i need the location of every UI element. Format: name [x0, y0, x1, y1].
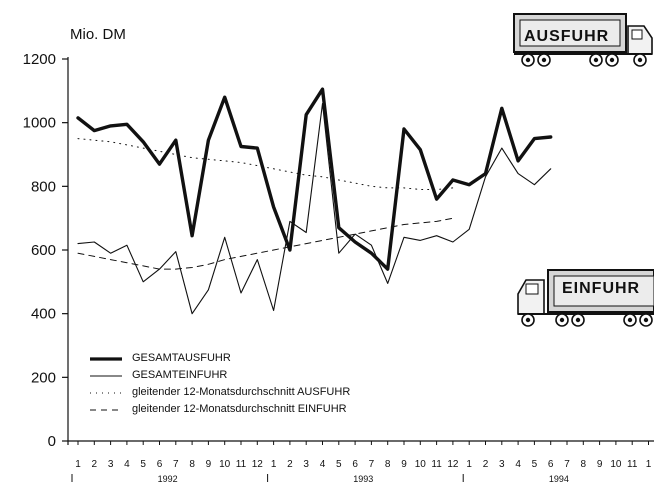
- year-label: 1993: [353, 474, 373, 482]
- import-badge-label: EINFUHR: [562, 280, 641, 297]
- legend-swatch-thin: [90, 374, 122, 377]
- x-tick-label: 3: [499, 459, 505, 470]
- x-tick-label: 12: [447, 459, 459, 470]
- export-truck-icon: [513, 13, 653, 67]
- legend-item-ausfuhr: GESAMTAUSFUHR: [88, 350, 350, 367]
- x-tick-label: 8: [189, 459, 195, 470]
- x-tick-label: 7: [173, 459, 179, 470]
- legend-swatch-dotted: [90, 392, 122, 393]
- x-tick-label: 1: [466, 459, 472, 470]
- x-tick-label: 2: [287, 459, 293, 470]
- x-tick-label: 8: [385, 459, 391, 470]
- legend-swatch-dashed: [90, 409, 122, 410]
- x-tick-label: 4: [515, 459, 521, 470]
- series-line-2: [77, 103, 552, 315]
- x-tick-label: 9: [206, 459, 212, 470]
- legend-item-avg-ausfuhr: gleitender 12-Monatsdurchschnitt AUSFUHR: [88, 384, 350, 401]
- x-tick-label: 7: [369, 459, 375, 470]
- x-tick-label: 10: [415, 459, 427, 470]
- year-label: 1992: [158, 474, 178, 482]
- x-tick-label: 5: [336, 459, 342, 470]
- x-tick-label: 1: [75, 459, 81, 470]
- x-tick-label: 4: [124, 459, 130, 470]
- x-tick-label: 6: [548, 459, 554, 470]
- x-tick-label: 7: [564, 459, 570, 470]
- x-tick-label: 3: [108, 459, 114, 470]
- x-tick-label: 2: [92, 459, 98, 470]
- x-tick-label: 11: [627, 459, 638, 470]
- year-label: 1994: [549, 474, 569, 482]
- legend-item-einfuhr: GESAMTEINFUHR: [88, 367, 350, 384]
- y-tick-label: 1200: [23, 51, 56, 68]
- y-tick-label: 1000: [23, 115, 56, 132]
- legend-label: gleitender 12-Monatsdurchschnitt AUSFUHR: [132, 386, 351, 398]
- x-tick-label: 11: [431, 459, 442, 470]
- x-tick-label: 8: [581, 459, 587, 470]
- legend-label: GESAMTAUSFUHR: [132, 352, 231, 364]
- y-axis-unit-label: Mio. DM: [70, 26, 126, 43]
- x-tick-label: 3: [303, 459, 309, 470]
- legend-label: gleitender 12-Monatsdurchschnitt EINFUHR: [132, 403, 347, 415]
- y-tick-label: 200: [31, 369, 56, 386]
- legend-label: GESAMTEINFUHR: [132, 369, 228, 381]
- x-tick-label: 11: [236, 459, 247, 470]
- y-tick-label: 0: [48, 433, 56, 450]
- y-tick-label: 800: [31, 178, 56, 195]
- x-tick-label: 9: [597, 459, 603, 470]
- series-line-1: [76, 87, 553, 271]
- x-tick-label: 1: [271, 459, 277, 470]
- x-tick-label: 9: [401, 459, 407, 470]
- import-truck-icon: [517, 269, 654, 327]
- x-tick-label: 6: [157, 459, 163, 470]
- x-tick-label: 2: [483, 459, 489, 470]
- legend-swatch-thick: [90, 356, 122, 361]
- export-badge-label: AUSFUHR: [524, 28, 610, 45]
- x-tick-label: 1: [646, 459, 652, 470]
- legend: GESAMTAUSFUHR GESAMTEINFUHR gleitender 1…: [88, 350, 350, 418]
- y-tick-label: 400: [31, 306, 56, 323]
- x-tick-label: 4: [320, 459, 326, 470]
- x-tick-label: 10: [610, 459, 622, 470]
- x-tick-label: 12: [252, 459, 264, 470]
- x-tick-label: 5: [140, 459, 146, 470]
- legend-item-avg-einfuhr: gleitender 12-Monatsdurchschnitt EINFUHR: [88, 401, 350, 418]
- series-line-4: [77, 217, 454, 270]
- x-tick-label: 6: [352, 459, 358, 470]
- x-tick-label: 10: [219, 459, 231, 470]
- y-tick-label: 600: [31, 242, 56, 259]
- x-tick-label: 5: [532, 459, 538, 470]
